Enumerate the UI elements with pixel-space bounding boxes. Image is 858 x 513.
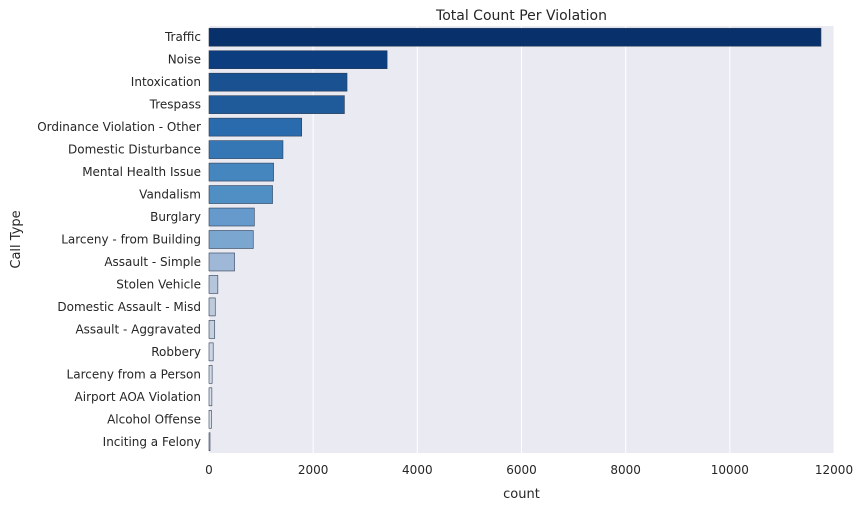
bar [208,409,212,429]
bar [208,432,211,452]
chart-title: Total Count Per Violation [435,8,607,24]
y-axis-title: Call Type [9,210,24,268]
x-tick-label: 0 [205,463,213,477]
y-tick-label: Larceny from a Person [67,367,201,381]
x-tick-label: 6000 [506,463,537,477]
y-tick-label: Airport AOA Violation [75,390,201,404]
bar [208,27,822,47]
category-labels: Traffic Noise Intoxication Trespass Ordinanc… [37,30,201,449]
y-tick-label: Assault - Aggravated [75,322,201,336]
bar [208,72,348,92]
bar [208,230,254,249]
bar [208,117,303,137]
y-tick-label: Stolen Vehicle [116,277,201,291]
bar [208,387,213,407]
x-axis-title: count [503,487,540,502]
y-tick-label: Ordinance Violation - Other [37,120,201,134]
bar [208,207,255,227]
bar [208,275,219,294]
x-tick-label: 12000 [815,463,853,477]
y-tick-label: Inciting a Felony [103,435,201,449]
y-tick-label: Vandalism [139,188,201,202]
y-tick-label: Larceny - from Building [61,233,201,247]
bar [208,365,213,384]
y-tick-label: Noise [168,53,201,67]
bar [208,95,345,114]
y-tick-label: Domestic Disturbance [68,143,201,157]
y-tick-label: Burglary [150,210,201,224]
x-tick-label: 10000 [711,463,749,477]
bar [208,50,388,70]
bar [208,162,274,182]
y-tick-label: Trespass [149,98,201,112]
bars [208,27,822,452]
bar [208,252,235,272]
bar [208,185,273,204]
bar [208,320,216,339]
y-tick-label: Alcohol Offense [107,412,201,426]
bar [208,140,284,159]
y-tick-label: Intoxication [131,75,201,89]
y-tick-label: Traffic [164,30,201,44]
x-tick-label: 2000 [298,463,329,477]
y-tick-label: Domestic Assault - Misd [57,300,201,314]
x-tick-labels: 0 2000 4000 6000 8000 10000 12000 [205,463,853,477]
y-tick-label: Mental Health Issue [82,165,201,179]
x-tick-label: 4000 [402,463,433,477]
x-tick-label: 8000 [610,463,641,477]
bar [208,342,214,362]
y-tick-label: Robbery [151,345,201,359]
bar [208,297,216,317]
y-tick-label: Assault - Simple [104,255,201,269]
